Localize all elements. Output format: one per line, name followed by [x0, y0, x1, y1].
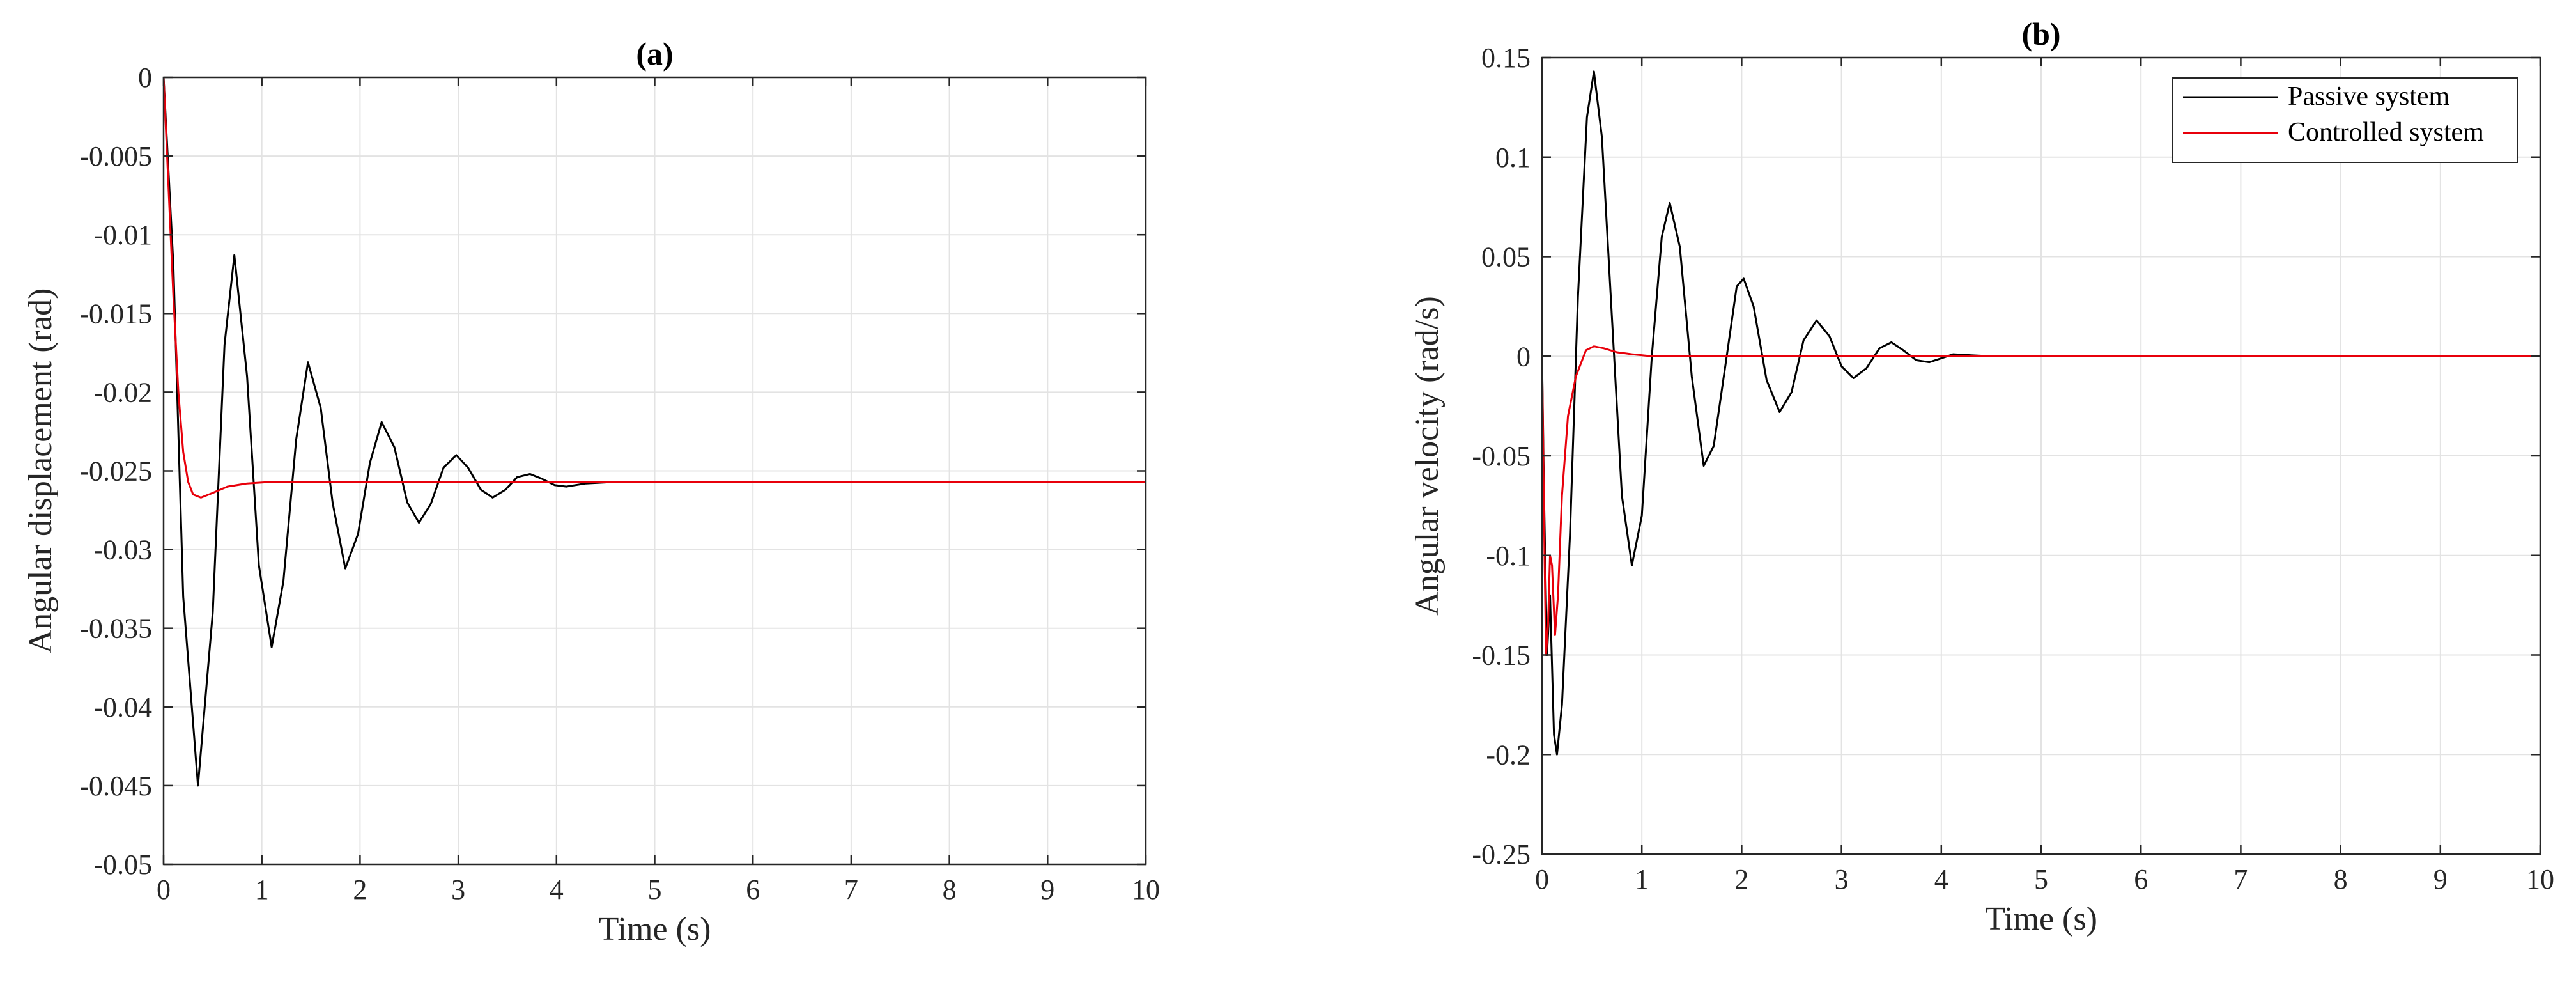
y-tick-label: -0.1: [1486, 540, 1531, 572]
y-tick-label: -0.015: [79, 298, 152, 329]
y-tick-label: -0.04: [93, 692, 152, 723]
y-tick-label: -0.01: [93, 219, 152, 251]
y-axis-label: Angular velocity (rad/s): [1409, 296, 1446, 616]
x-tick-label: 7: [2233, 864, 2248, 895]
x-tick-label: 2: [353, 874, 367, 905]
x-axis-label: Time (s): [1985, 901, 2097, 937]
chart-panel-b: 0 1 2 3 4 5 6 7 8 9 10 0.15 0.1 0.05 0 -0.05 -0.1 -0.15 -0…: [1409, 16, 2554, 937]
chart-title: (b): [2021, 16, 2060, 52]
y-tick-label: -0.05: [93, 849, 152, 880]
series-line-passive: [164, 77, 1146, 787]
y-tick-label: 0.05: [1481, 242, 1531, 273]
x-tick-label: 10: [1132, 874, 1160, 905]
x-tick-label: 5: [2034, 864, 2048, 895]
legend: Passive system Controlled system: [2172, 77, 2518, 163]
y-tick-label: 0.1: [1495, 142, 1531, 173]
x-tick-label: 8: [2334, 864, 2348, 895]
y-tick-label: -0.02: [93, 377, 152, 408]
x-tick-label: 4: [550, 874, 564, 905]
series-line-passive: [1542, 70, 2540, 756]
y-tick-label: 0: [138, 62, 152, 93]
x-axis-label: Time (s): [599, 911, 711, 947]
y-tick-label: -0.045: [79, 770, 152, 802]
x-tick-label: 10: [2526, 864, 2554, 895]
y-tick-label: -0.15: [1472, 640, 1531, 671]
x-tick-label: 6: [746, 874, 760, 905]
y-tick-label: -0.035: [79, 613, 152, 644]
legend-entry: Controlled system: [2288, 118, 2484, 147]
chart-panel-a: 0 1 2 3 4 5 6 7 8 9 10 0 -0.005 -0.01 -0.015 -0.02 -0.02…: [22, 36, 1160, 947]
x-tick-label: 9: [1040, 874, 1054, 905]
y-tick-label: 0: [1516, 341, 1531, 372]
x-tick-label: 7: [844, 874, 858, 905]
y-tick-label: -0.03: [93, 534, 152, 566]
series-line-controlled: [1542, 345, 2540, 656]
y-tick-label: -0.025: [79, 456, 152, 487]
x-tick-label: 3: [1835, 864, 1849, 895]
x-tick-label: 4: [1934, 864, 1948, 895]
x-tick-label: 6: [2134, 864, 2148, 895]
y-tick-label: -0.2: [1486, 739, 1531, 770]
x-tick-label: 0: [157, 874, 171, 905]
y-tick-label: -0.05: [1472, 440, 1531, 472]
legend-box: [2172, 77, 2518, 163]
x-tick-label: 1: [1635, 864, 1649, 895]
y-axis-label: Angular displacement (rad): [22, 288, 59, 654]
x-tick-label: 0: [1535, 864, 1549, 895]
series-line-controlled: [164, 77, 1146, 499]
x-tick-label: 2: [1734, 864, 1748, 895]
x-tick-label: 5: [648, 874, 662, 905]
y-tick-label: -0.25: [1472, 839, 1531, 870]
chart-title: (a): [636, 36, 673, 72]
x-tick-label: 1: [255, 874, 269, 905]
y-tick-label: 0.15: [1481, 42, 1531, 74]
x-tick-label: 9: [2433, 864, 2448, 895]
legend-entry: Passive system: [2288, 82, 2450, 111]
y-tick-label: -0.005: [79, 141, 152, 172]
x-tick-label: 3: [451, 874, 465, 905]
x-tick-label: 8: [943, 874, 957, 905]
